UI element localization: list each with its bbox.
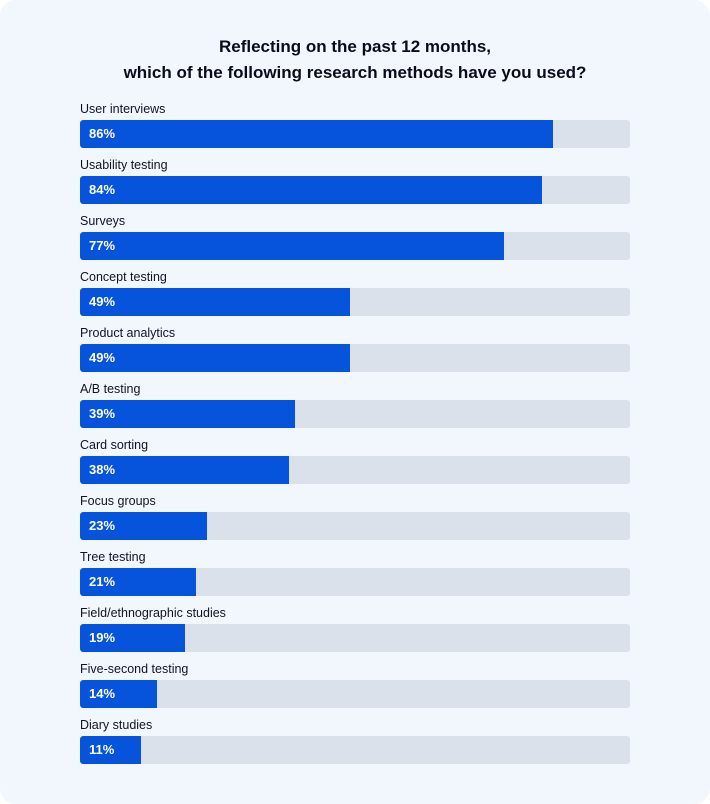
bar-row: Tree testing 21% xyxy=(80,550,630,606)
bar xyxy=(80,176,542,204)
bar-chart: User interviews 86% Usability testing 84% Su… xyxy=(80,102,630,774)
bar xyxy=(80,344,350,372)
bar xyxy=(80,736,141,764)
bar-label: Five-second testing xyxy=(80,662,189,676)
bar-label: User interviews xyxy=(80,102,166,116)
bar xyxy=(80,624,185,652)
bar-track: 23% xyxy=(80,512,630,540)
bar-row: Focus groups 23% xyxy=(80,494,630,550)
bar-value-label: 11% xyxy=(89,742,115,757)
bar-track: 84% xyxy=(80,176,630,204)
bar-value-label: 77% xyxy=(89,238,116,253)
bar-label: Concept testing xyxy=(80,270,167,284)
bar-label: A/B testing xyxy=(80,382,141,396)
bar-track: 14% xyxy=(80,680,630,708)
bar-track: 21% xyxy=(80,568,630,596)
bar-row: Usability testing 84% xyxy=(80,158,630,214)
bar-row: Product analytics 49% xyxy=(80,326,630,382)
bar-track: 49% xyxy=(80,344,630,372)
bar xyxy=(80,400,295,428)
bar-value-label: 49% xyxy=(89,294,116,309)
bar-label: Tree testing xyxy=(80,550,146,564)
bar-track: 77% xyxy=(80,232,630,260)
bar-label: Card sorting xyxy=(80,438,149,452)
bar-label: Diary studies xyxy=(80,718,153,732)
bar-track: 49% xyxy=(80,288,630,316)
bar-label: Field/ethnographic studies xyxy=(80,606,226,620)
chart-title: Reflecting on the past 12 months, which … xyxy=(0,34,710,86)
bar-row: Card sorting 38% xyxy=(80,438,630,494)
bar-value-label: 23% xyxy=(89,518,116,533)
bar xyxy=(80,232,504,260)
bar-value-label: 86% xyxy=(89,126,116,141)
bar-track: 11% xyxy=(80,736,630,764)
bar-track: 86% xyxy=(80,120,630,148)
bar-row: Five-second testing 14% xyxy=(80,662,630,718)
bar-row: Surveys 77% xyxy=(80,214,630,270)
chart-title-line-2: which of the following research methods … xyxy=(123,63,587,82)
bar-value-label: 39% xyxy=(89,406,116,421)
bar-row: Diary studies 11% xyxy=(80,718,630,774)
bar xyxy=(80,456,289,484)
bar-row: User interviews 86% xyxy=(80,102,630,158)
bar xyxy=(80,680,157,708)
bar xyxy=(80,568,196,596)
bar-value-label: 19% xyxy=(89,630,116,645)
bar-track: 38% xyxy=(80,456,630,484)
bar xyxy=(80,512,207,540)
bar-value-label: 21% xyxy=(89,574,116,589)
bar-value-label: 14% xyxy=(89,686,116,701)
bar xyxy=(80,120,553,148)
bar-label: Surveys xyxy=(80,214,126,228)
bar-track: 39% xyxy=(80,400,630,428)
bar xyxy=(80,288,350,316)
bar-label: Product analytics xyxy=(80,326,176,340)
bar-row: Concept testing 49% xyxy=(80,270,630,326)
bar-row: A/B testing 39% xyxy=(80,382,630,438)
bar-value-label: 49% xyxy=(89,350,116,365)
bar-value-label: 84% xyxy=(89,182,116,197)
bar-label: Focus groups xyxy=(80,494,156,508)
bar-track: 19% xyxy=(80,624,630,652)
chart-title-line-1: Reflecting on the past 12 months, xyxy=(218,37,492,56)
bar-row: Field/ethnographic studies 19% xyxy=(80,606,630,662)
bar-label: Usability testing xyxy=(80,158,168,172)
bar-value-label: 38% xyxy=(89,462,116,477)
